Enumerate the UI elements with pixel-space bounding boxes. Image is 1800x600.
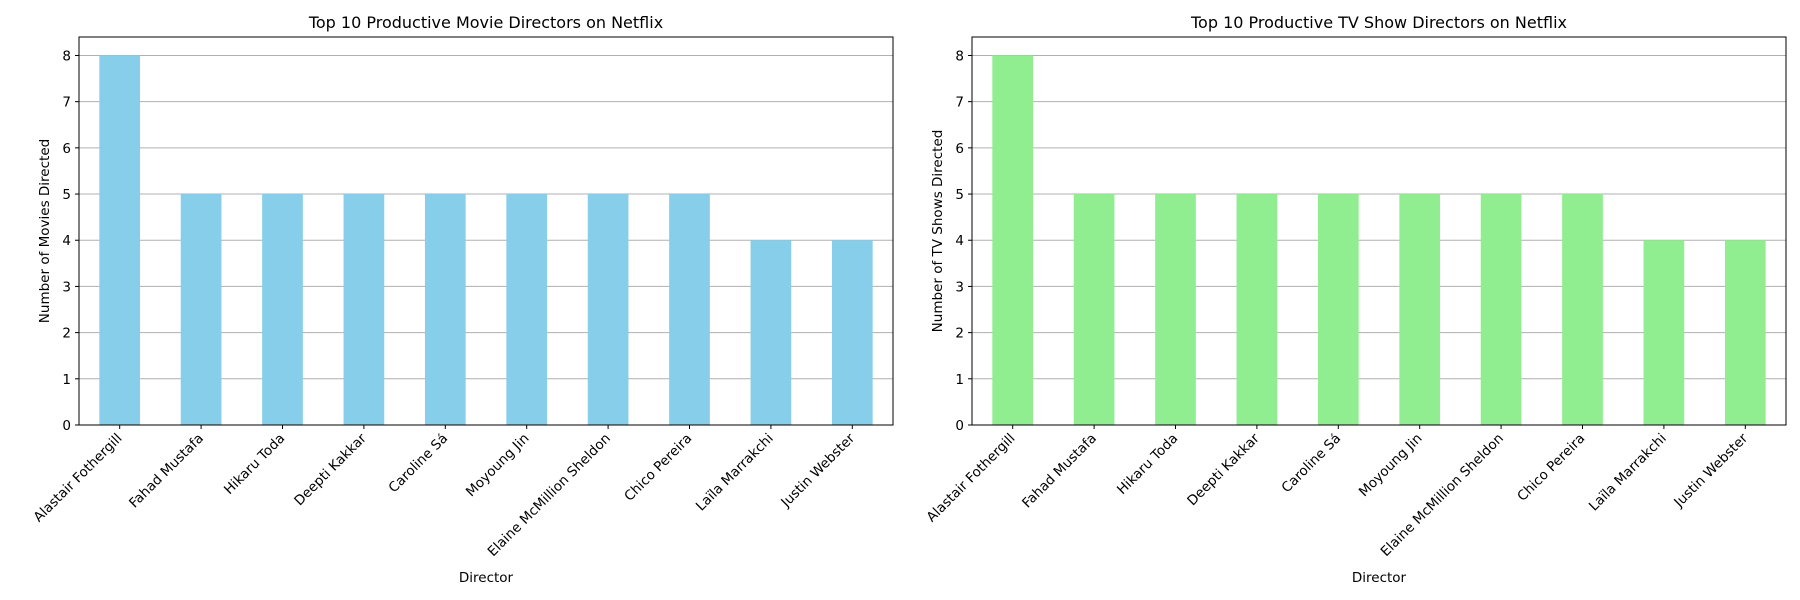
tv-ytick-label-7: 7	[955, 95, 964, 111]
tv-xtick-label-3: Deepti Kakkar	[1184, 430, 1263, 509]
movie-ytick-label-8: 8	[62, 48, 71, 64]
movie-ytick-label-5: 5	[62, 187, 71, 203]
tv-xtick-label-7: Chico Pereira	[1514, 431, 1588, 505]
tv-ytick-label-6: 6	[955, 141, 964, 157]
tv-ytick-label-0: 0	[955, 418, 964, 434]
movie-xtick-label-2: Hikaru Toda	[221, 431, 288, 498]
movie-xtick-label-5: Moyoung Jin	[463, 431, 533, 501]
movie-ytick-label-6: 6	[62, 141, 71, 157]
tv-bar-0	[992, 55, 1034, 425]
tv-ytick-label-8: 8	[955, 48, 964, 64]
tv-chart-title: Top 10 Productive TV Show Directors on N…	[1190, 13, 1567, 32]
movie-ytick-label-2: 2	[62, 326, 71, 342]
tv-ytick-label-1: 1	[955, 372, 964, 388]
movie-xtick-label-3: Deepti Kakkar	[291, 430, 370, 509]
tv-bar-9	[1724, 240, 1766, 425]
movie-xtick-label-4: Caroline Sá	[386, 431, 452, 497]
movie-x-axis-label: Director	[459, 570, 514, 586]
tv-xtick-label-0: Alastair Fothergill	[924, 431, 1019, 526]
movie-bar-6	[587, 194, 629, 425]
movie-chart: 0 1 2 3 4 5 6 7 8 Alastair Fothergill Fahad Mustaf…	[31, 13, 894, 586]
tv-xtick-label-1: Fahad Mustafa	[1019, 431, 1100, 512]
movie-ytick-label-0: 0	[62, 418, 71, 434]
tv-y-axis-label: Number of TV Shows Directed	[930, 130, 946, 333]
tv-plot-frame	[971, 36, 1787, 426]
movie-y-axis-label: Number of Movies Directed	[37, 139, 53, 323]
movie-plot-frame	[78, 36, 894, 426]
tv-xtick-label-4: Caroline Sá	[1279, 431, 1345, 497]
tv-bar-1	[1073, 194, 1115, 425]
tv-bar-3	[1236, 194, 1278, 425]
tv-chart: 0 1 2 3 4 5 6 7 8 Alastair Fothergill Fahad Mustaf…	[924, 13, 1787, 586]
movie-bar-7	[669, 194, 710, 425]
tv-bar-8	[1643, 240, 1685, 425]
movie-bar-2	[262, 194, 303, 425]
tv-bar-6	[1480, 194, 1522, 425]
movie-bar-4	[424, 194, 466, 425]
movie-bar-8	[750, 240, 792, 425]
movie-xtick-label-8: Laïla Marrakchi	[693, 431, 777, 515]
tv-ytick-label-5: 5	[955, 187, 964, 203]
tv-bar-4	[1317, 194, 1359, 425]
movie-ytick-label-4: 4	[62, 233, 71, 249]
tv-bar-2	[1155, 194, 1196, 425]
tv-xtick-label-8: Laïla Marrakchi	[1586, 431, 1670, 515]
movie-xtick-label-1: Fahad Mustafa	[126, 431, 207, 512]
tv-ytick-label-3: 3	[955, 279, 964, 295]
movie-chart-title: Top 10 Productive Movie Directors on Net…	[308, 13, 663, 32]
tv-bar-5	[1399, 194, 1441, 425]
movie-bar-0	[99, 55, 141, 425]
tv-bar-7	[1562, 194, 1603, 425]
movie-ytick-label-7: 7	[62, 95, 71, 111]
tv-xtick-label-5: Moyoung Jin	[1356, 431, 1426, 501]
tv-xtick-label-9: Justin Webster	[1670, 430, 1751, 511]
movie-bar-9	[831, 240, 873, 425]
tv-xtick-label-2: Hikaru Toda	[1114, 431, 1181, 498]
tv-ytick-label-4: 4	[955, 233, 964, 249]
movie-bar-5	[506, 194, 548, 425]
movie-ytick-label-1: 1	[62, 372, 71, 388]
movie-xtick-label-9: Justin Webster	[777, 430, 858, 511]
movie-bar-3	[343, 194, 385, 425]
tv-x-axis-label: Director	[1352, 570, 1407, 586]
movie-xtick-label-7: Chico Pereira	[621, 431, 695, 505]
movie-xtick-label-0: Alastair Fothergill	[31, 431, 126, 526]
tv-ytick-label-2: 2	[955, 326, 964, 342]
movie-bar-1	[180, 194, 222, 425]
movie-ytick-label-3: 3	[62, 279, 71, 295]
